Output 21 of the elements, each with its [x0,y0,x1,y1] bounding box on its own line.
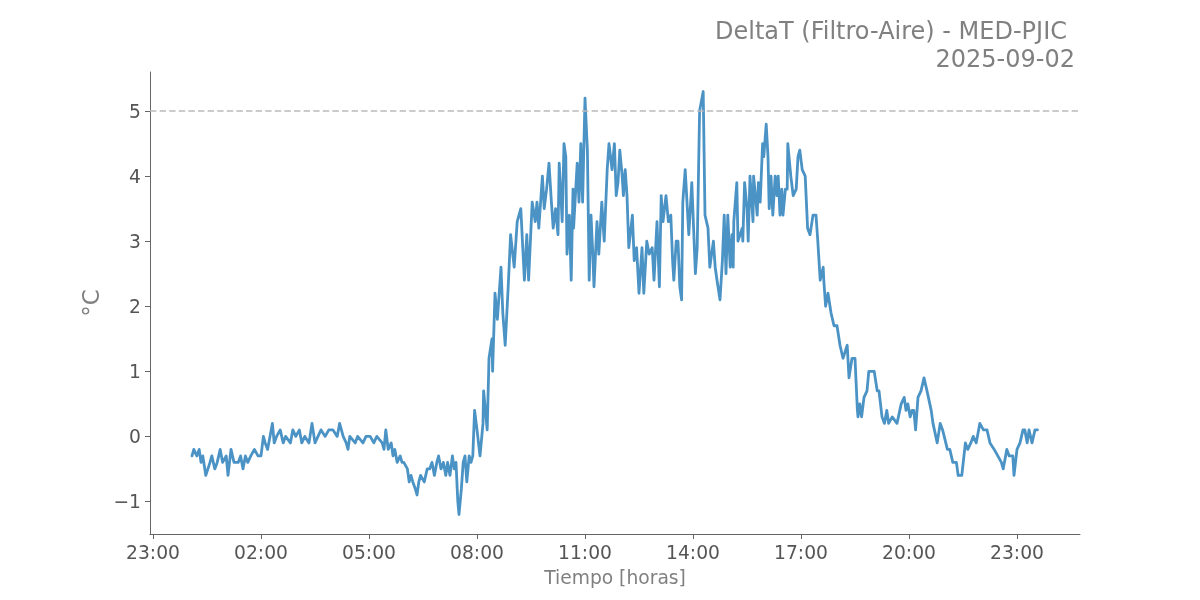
y-tick-label: 4 [129,165,141,187]
y-tick-label: −1 [113,490,141,512]
x-tick-label: 17:00 [774,542,828,563]
y-tick-label: 2 [129,295,141,317]
x-tick-label: 23:00 [126,542,180,563]
x-tick-label: 20:00 [882,542,936,563]
x-tick-label: 05:00 [342,542,396,563]
x-tick-label: 02:00 [234,542,288,563]
y-tick-label: 1 [129,360,141,382]
y-tick-label: 3 [129,230,141,252]
x-axis-title: Tiempo [horas] [543,567,686,588]
x-tick-label: 08:00 [450,542,504,563]
y-tick-label: 0 [129,425,141,447]
chart-title: DeltaT (Filtro-Aire) - MED-PJIC [715,17,1068,45]
x-tick-label: 14:00 [666,542,720,563]
line-series [190,90,1039,516]
x-tick-label: 23:00 [990,542,1044,563]
chart-subtitle: 2025-09-02 [935,45,1076,73]
y-tick-label: 5 [129,100,141,122]
y-axis-title: °C [77,289,104,317]
x-tick-label: 11:00 [558,542,612,563]
